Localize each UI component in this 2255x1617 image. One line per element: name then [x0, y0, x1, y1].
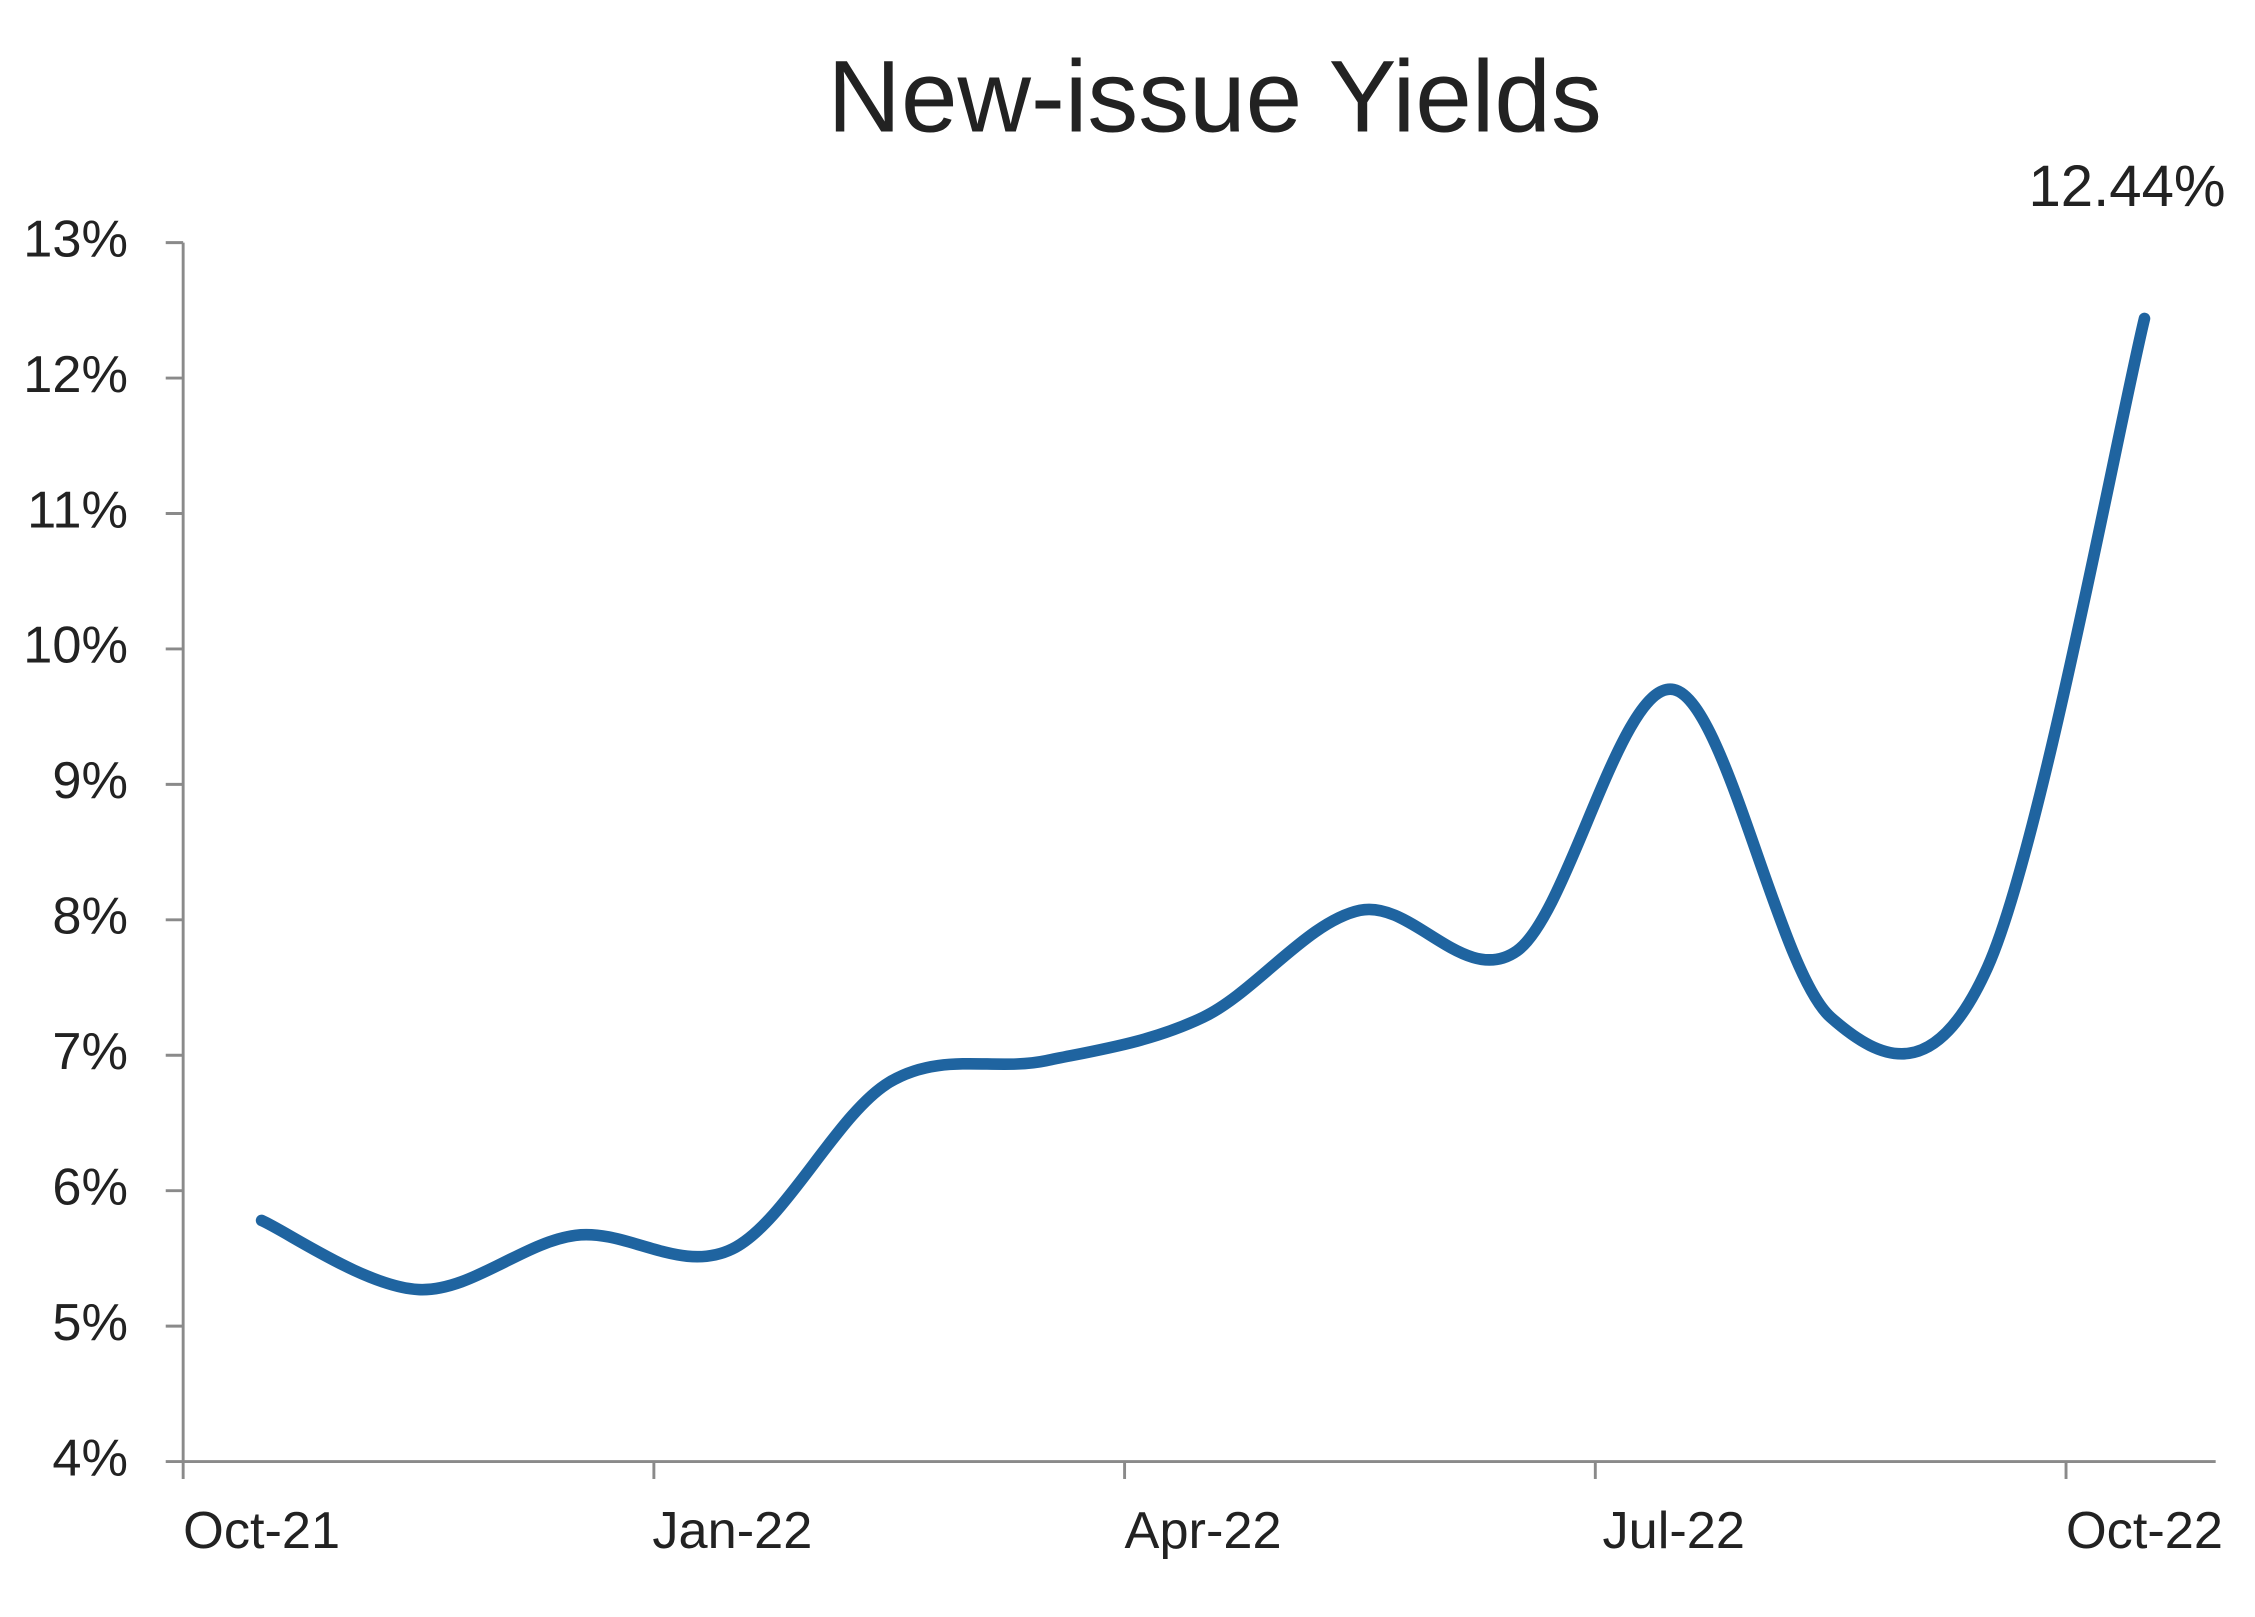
y-tick-label: 11% — [27, 481, 128, 539]
y-tick-label: 13% — [23, 210, 128, 268]
x-tick-label: Oct-22 — [2066, 1502, 2223, 1560]
x-tick-label: Jul-22 — [1603, 1502, 1745, 1560]
y-tick-label: 7% — [52, 1023, 128, 1081]
y-tick-label: 8% — [52, 888, 128, 946]
y-tick-label: 5% — [52, 1294, 128, 1352]
x-tick-label: Oct-21 — [183, 1502, 340, 1560]
y-tick-label: 6% — [52, 1158, 128, 1216]
data-label: 12.44% — [2029, 154, 2226, 219]
y-tick-label: 4% — [52, 1429, 128, 1487]
y-tick-label: 9% — [52, 752, 128, 810]
x-tick-label: Apr-22 — [1125, 1502, 1282, 1560]
y-tick-label: 12% — [23, 346, 128, 404]
chart-title: New-issue Yields — [828, 39, 1602, 153]
x-tick-label: Jan-22 — [652, 1502, 812, 1560]
y-tick-label: 10% — [23, 617, 128, 675]
line-series — [255, 312, 2151, 1296]
